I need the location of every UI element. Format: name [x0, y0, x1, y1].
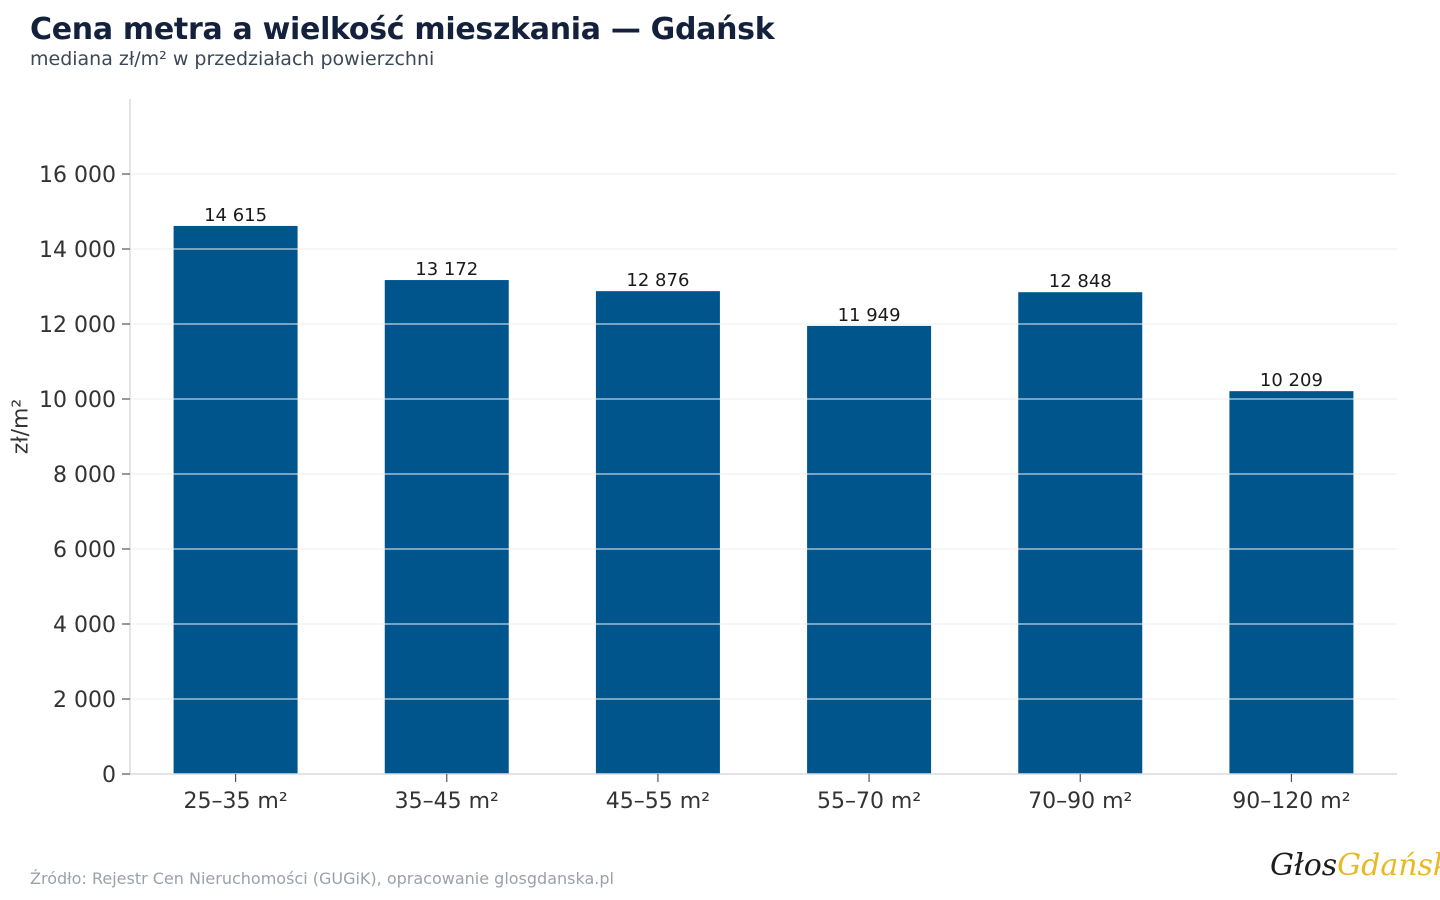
- value-label: 12 876: [626, 270, 689, 291]
- x-tick-label: 25–35 m²: [183, 789, 287, 814]
- value-label: 14 615: [204, 205, 267, 226]
- value-labels: 14 615 13 172 12 876 11 949 12 848 10 209: [204, 205, 1323, 391]
- x-tick-label: 90–120 m²: [1232, 789, 1350, 814]
- x-tick-label: 35–45 m²: [395, 789, 499, 814]
- x-tick-label: 70–90 m²: [1028, 789, 1132, 814]
- source-note: Źródło: Rejestr Cen Nieruchomości (GUGiK…: [30, 869, 614, 888]
- y-tick-label: 8 000: [53, 463, 116, 488]
- bar: [595, 291, 720, 774]
- bar: [173, 225, 298, 774]
- bar: [384, 280, 509, 774]
- y-tick-label: 2 000: [53, 688, 116, 713]
- bar: [1018, 292, 1143, 774]
- bar: [807, 325, 932, 774]
- logo-part-1: Głos: [1270, 848, 1338, 883]
- bars: [173, 225, 1354, 774]
- value-label: 11 949: [838, 305, 901, 326]
- x-tick-label: 45–55 m²: [606, 789, 710, 814]
- x-tick-label: 55–70 m²: [817, 789, 921, 814]
- axes: 0 2 000 4 000 6 000 8 000 10 000 12 000 14 000 1…: [39, 99, 1397, 814]
- gridlines: [130, 173, 1397, 700]
- bar: [1229, 391, 1354, 774]
- y-tick-label: 10 000: [39, 388, 116, 413]
- publisher-logo: GłosGdańska: [1270, 848, 1440, 883]
- chart-title: Cena metra a wielkość mieszkania — Gdańs…: [30, 12, 775, 47]
- y-axis-label: zł/m²: [9, 399, 34, 454]
- y-tick-label: 4 000: [53, 613, 116, 638]
- y-tick-label: 14 000: [39, 238, 116, 263]
- bar-gridlines: [130, 173, 1397, 700]
- y-tick-label: 6 000: [53, 538, 116, 563]
- value-label: 12 848: [1049, 271, 1112, 292]
- y-tick-label: 16 000: [39, 163, 116, 188]
- y-tick-label: 12 000: [39, 313, 116, 338]
- value-label: 13 172: [415, 259, 478, 280]
- chart-subtitle: mediana zł/m² w przedziałach powierzchni: [30, 48, 435, 70]
- value-label: 10 209: [1260, 370, 1323, 391]
- y-tick-label: 0: [102, 763, 116, 788]
- logo-part-2: Gdańska: [1337, 848, 1440, 883]
